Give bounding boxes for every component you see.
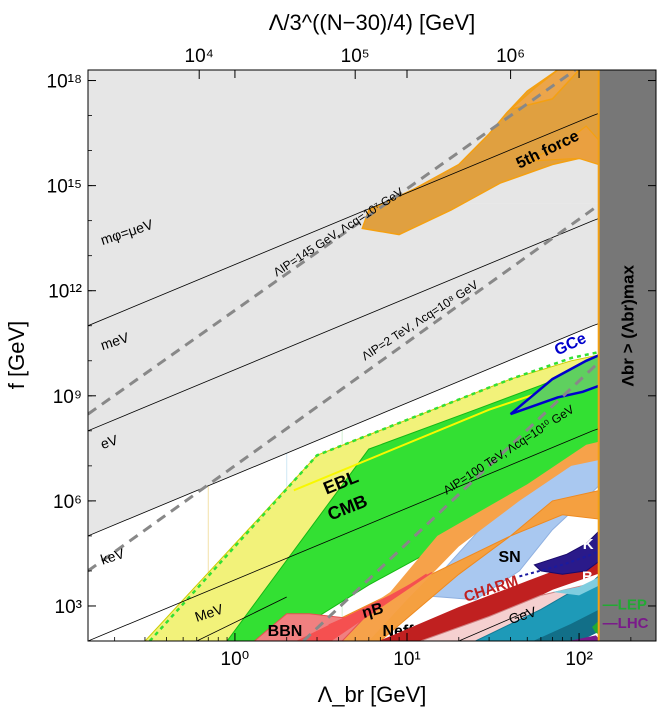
label-lhc: —LHC [603,615,649,632]
top-tick-label: 10⁵ [341,46,370,67]
top-tick-label: 10⁴ [185,46,214,67]
dashed-line [88,202,602,573]
region-max-lambda [598,70,656,641]
label-sn: SN [498,549,520,566]
x-axis-label: Λ_br [GeV] [318,682,427,707]
dashed-line [88,70,577,416]
x-tick-label: 10¹ [393,649,420,670]
y-tick-label: 10¹⁵ [47,177,82,198]
dashed-line [302,359,602,641]
y-tick-label: 10¹⁸ [47,72,82,93]
region-neff-wedge [293,489,601,641]
y-tick-label: 10³ [55,597,82,618]
region-eta-b-band [296,572,433,641]
plot-frame [87,69,657,642]
ebl-cmb-boundary [148,350,601,641]
mass-line [196,596,287,641]
region-b-light [552,576,601,596]
x-tick-label: 10⁰ [221,649,250,670]
x-tick-label: 10² [565,649,592,670]
mass-line [458,611,528,641]
label-k: K [583,536,594,553]
k-dotted-edge [519,549,601,578]
y-tick-label: 10¹² [48,282,82,303]
label-max-lambda: Λbr > (Λbr)max [618,265,637,387]
label-b: B [582,568,593,585]
label-mass-ev: eV [98,431,120,452]
region-neff-band [317,441,601,641]
label-bbn: BBN [268,623,303,640]
label-eta-b: ηB [360,600,385,622]
label-lep: —LEP [603,597,647,614]
y-axis-label: f [GeV] [4,321,29,389]
region-grey-strip [88,203,601,415]
top-axis-label: Λ/3^((N−30)/4) [GeV] [269,10,476,35]
label-mass-kev: keV [98,545,127,568]
y-tick-label: 10⁶ [53,492,82,513]
top-tick-label: 10⁶ [496,46,525,67]
y-tick-label: 10⁹ [53,387,82,408]
